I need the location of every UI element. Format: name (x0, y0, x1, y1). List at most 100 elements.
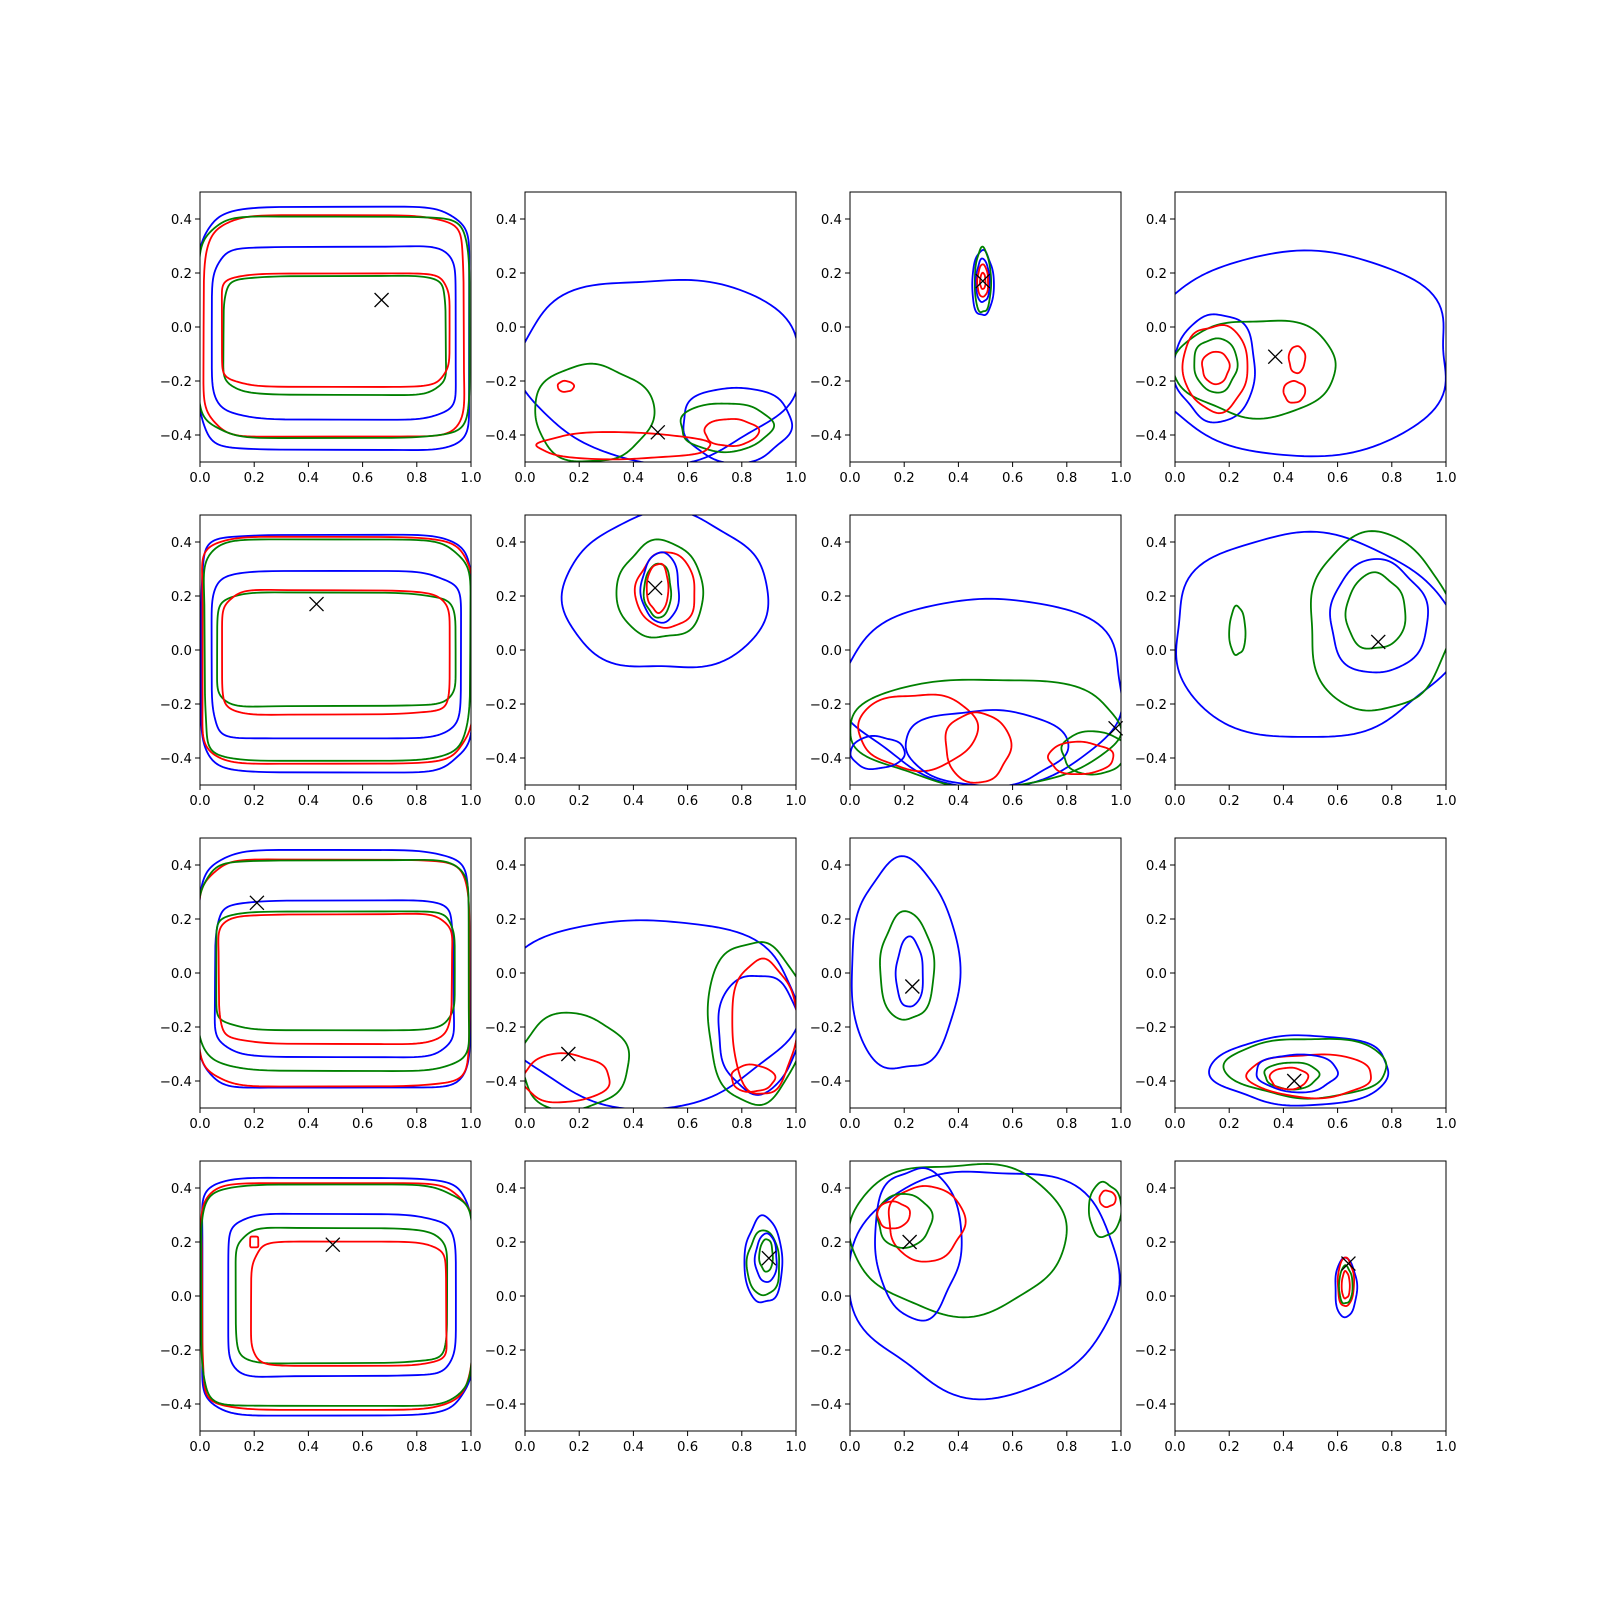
marker-x-p3-2 (560, 1046, 576, 1062)
contours-p3-1 (200, 849, 471, 1089)
x-tick-label-p2-4-3: 0.6 (1327, 794, 1348, 809)
contour-green-p1-1-2 (200, 215, 471, 439)
x-tick-label-p3-1-3: 0.6 (352, 1117, 373, 1132)
contour-red-p2-2-5 (645, 562, 670, 614)
contour-green-p4-1-2 (200, 1183, 471, 1407)
x-tick-label-p1-3-3: 0.6 (1002, 471, 1023, 486)
marker-x-p3-1 (249, 895, 265, 911)
x-tick-label-p3-1-4: 0.8 (406, 1117, 427, 1132)
contours-p3-3 (850, 855, 962, 1070)
contour-green-p2-4-1 (1309, 530, 1446, 712)
panel-bg-p2-1 (200, 515, 471, 785)
contour-blue-p2-1-0 (200, 533, 471, 774)
contour-green-p1-1-4 (222, 274, 447, 396)
x-tick-label-p1-2-5: 1.0 (785, 471, 806, 486)
contour-blue-p4-1-3 (227, 1212, 457, 1378)
x-tick-label-p3-4-3: 0.6 (1327, 1117, 1348, 1132)
panel-bg-p2-2 (525, 515, 796, 785)
contour-blue-p3-3-2 (894, 935, 924, 1008)
x-tick-label-p1-2-4: 0.8 (731, 471, 752, 486)
y-tick-label-p1-2-2: 0.0 (496, 321, 517, 336)
contours-p2-2 (560, 515, 770, 669)
panel-bg-p1-1 (200, 192, 471, 462)
y-tick-label-p2-3-1: −0.2 (810, 698, 842, 713)
contour-blue-p4-3-0 (850, 1170, 1121, 1401)
y-tick-label-p2-4-2: 0.0 (1146, 644, 1167, 659)
x-tick-label-p2-2-5: 1.0 (785, 794, 806, 809)
y-tick-label-p1-1-0: −0.4 (160, 429, 192, 444)
contour-red-p2-1-1 (201, 535, 471, 765)
y-tick-label-p4-4-4: 0.4 (1146, 1182, 1167, 1197)
panel-bg-p4-4 (1175, 1161, 1446, 1431)
contour-red-p4-3-7 (1098, 1189, 1117, 1209)
panel-bg-p3-4 (1175, 838, 1446, 1108)
marker-x-p4-3 (902, 1234, 918, 1250)
x-tick-label-p2-1-1: 0.2 (244, 794, 265, 809)
contour-red-p2-1-5 (221, 588, 451, 716)
y-tick-label-p4-3-0: −0.4 (810, 1398, 842, 1413)
contours-p2-1 (200, 533, 471, 774)
y-tick-label-p3-1-0: −0.4 (160, 1075, 192, 1090)
panel-p3-1: 0.0 0.2 0.4 0.6 0.8 1.0 −0.4 −0.2 0.0 0.2 0.4 (160, 837, 482, 1132)
x-tick-label-p1-1-4: 0.8 (406, 471, 427, 486)
contour-blue-p1-2-1 (682, 386, 794, 462)
x-tick-label-p3-4-4: 0.8 (1381, 1117, 1402, 1132)
y-tick-label-p2-1-0: −0.4 (160, 752, 192, 767)
x-tick-label-p1-4-4: 0.8 (1381, 471, 1402, 486)
panel-bg-p1-3 (850, 192, 1121, 462)
x-tick-label-p3-1-5: 1.0 (460, 1117, 481, 1132)
marker-x-p4-4 (1340, 1256, 1356, 1272)
contour-green-p2-1-2 (202, 538, 471, 762)
contour-red-p3-4-2 (1245, 1053, 1372, 1100)
x-tick-label-p1-4-5: 1.0 (1435, 471, 1456, 486)
x-tick-label-p4-1-4: 0.8 (406, 1440, 427, 1455)
contour-red-p1-4-3 (1181, 324, 1249, 415)
y-tick-label-p1-3-3: 0.2 (821, 267, 842, 282)
contours-p4-3 (850, 1163, 1121, 1401)
contour-blue-p3-2-0 (525, 919, 796, 1108)
y-tick-label-p4-3-1: −0.2 (810, 1344, 842, 1359)
y-tick-label-p1-4-1: −0.2 (1135, 375, 1167, 390)
x-tick-label-p2-4-1: 0.2 (1219, 794, 1240, 809)
y-tick-label-p3-4-2: 0.0 (1146, 967, 1167, 982)
panel-p3-3: 0.0 0.2 0.4 0.6 0.8 1.0 −0.4 −0.2 0.0 0.2 0.4 (810, 837, 1132, 1132)
y-tick-label-p2-2-4: 0.4 (496, 536, 517, 551)
y-tick-label-p3-2-2: 0.0 (496, 967, 517, 982)
y-tick-label-p1-4-4: 0.4 (1146, 213, 1167, 228)
y-tick-label-p2-2-0: −0.4 (485, 752, 517, 767)
x-tick-label-p4-4-2: 0.4 (1273, 1440, 1294, 1455)
y-tick-label-p3-1-4: 0.4 (171, 859, 192, 874)
contour-green-p4-3-4 (876, 1193, 934, 1249)
contour-red-p3-2-3 (731, 957, 796, 1095)
contour-blue-p2-4-2 (1329, 558, 1429, 674)
contour-red-p1-2-5 (556, 379, 576, 393)
contour-red-p1-4-5 (1201, 350, 1231, 386)
y-tick-label-p4-1-3: 0.2 (171, 1236, 192, 1251)
contour-blue-p2-2-3 (639, 551, 680, 624)
y-tick-label-p2-4-1: −0.2 (1135, 698, 1167, 713)
panel-p1-1: 0.0 0.2 0.4 0.6 0.8 1.0 −0.4 −0.2 0.0 0.2 0.4 (160, 191, 482, 486)
x-tick-label-p3-2-2: 0.4 (623, 1117, 644, 1132)
contour-blue-p3-2-1 (717, 975, 796, 1096)
x-tick-label-p3-2-4: 0.8 (731, 1117, 752, 1132)
x-tick-label-p2-2-3: 0.6 (677, 794, 698, 809)
y-tick-label-p2-2-1: −0.2 (485, 698, 517, 713)
panel-p1-4: 0.0 0.2 0.4 0.6 0.8 1.0 −0.4 −0.2 0.0 0.2 0.4 (1135, 191, 1457, 486)
x-tick-label-p1-4-3: 0.6 (1327, 471, 1348, 486)
marker-x-p3-4 (1286, 1073, 1302, 1089)
marker-x-p1-1 (374, 292, 390, 308)
contour-green-p3-2-5 (525, 1011, 631, 1108)
x-tick-label-p3-4-2: 0.4 (1273, 1117, 1294, 1132)
panel-bg-p4-1 (200, 1161, 471, 1431)
x-tick-label-p4-4-0: 0.0 (1164, 1440, 1185, 1455)
y-tick-label-p4-3-2: 0.0 (821, 1290, 842, 1305)
contours-p2-4 (1175, 530, 1446, 738)
y-tick-label-p2-3-2: 0.0 (821, 644, 842, 659)
y-tick-label-p3-1-1: −0.2 (160, 1021, 192, 1036)
y-tick-label-p1-2-3: 0.2 (496, 267, 517, 282)
x-tick-label-p4-4-1: 0.2 (1219, 1440, 1240, 1455)
contour-green-p3-1-2 (200, 858, 470, 1072)
contour-red-p1-1-5 (220, 272, 451, 388)
contour-red-p4-3-5 (876, 1200, 911, 1230)
x-tick-label-p4-2-4: 0.8 (731, 1440, 752, 1455)
